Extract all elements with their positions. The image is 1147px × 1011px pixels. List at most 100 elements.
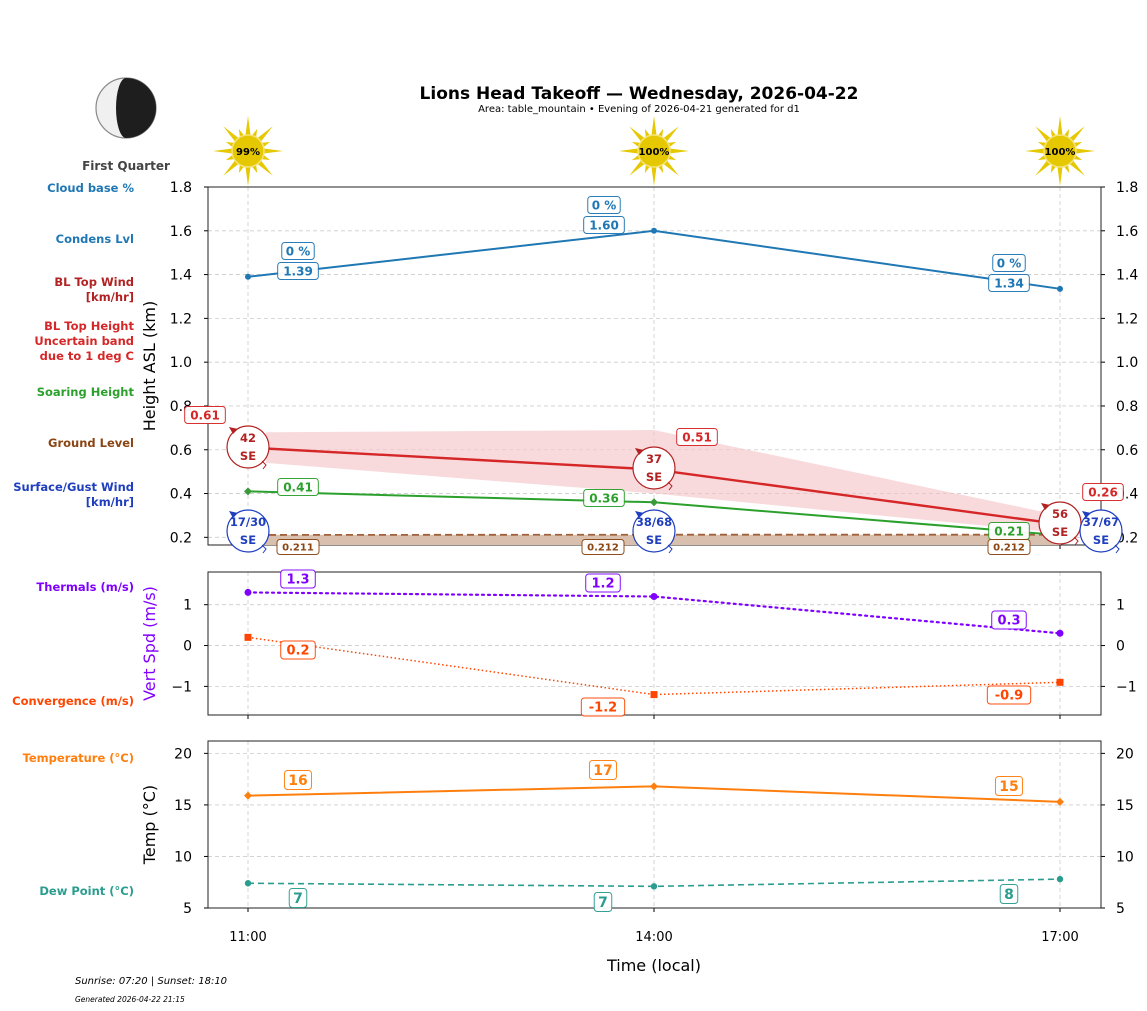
y-tick-label: 1.2 <box>170 311 192 327</box>
legend-ground: Ground Level <box>48 436 134 450</box>
bltop-wind-direction: SE <box>240 449 256 463</box>
ground-label-box <box>581 539 625 555</box>
surface-wind-direction: SE <box>646 533 662 547</box>
moon-icon <box>95 77 157 139</box>
bltop-wind-speed: 56 <box>1052 507 1068 521</box>
surface-wind-circle <box>632 509 676 553</box>
thermals-line <box>246 591 1062 635</box>
y-tick-label-right: 0 <box>1116 639 1125 655</box>
thermals-label-box <box>991 610 1027 630</box>
dew-point-label: 8 <box>1004 887 1014 903</box>
sun-percent: 99% <box>236 147 260 158</box>
y-axis-label: Vert Spd (m/s) <box>140 586 159 701</box>
dew-point-label-box <box>593 892 613 912</box>
convergence-point <box>650 691 658 699</box>
sun-ray <box>651 164 657 186</box>
legend-surface-wind: Surface/Gust Wind <box>13 480 134 494</box>
legend-bltop: due to 1 deg C <box>40 349 134 363</box>
bltop-wind-arrow-icon <box>1041 503 1050 510</box>
y-tick-label-right: 5 <box>1116 901 1125 917</box>
generated-time: Generated 2026-04-22 21:15 <box>75 995 185 1004</box>
surface-wind-circle <box>226 509 270 553</box>
condens-label-box <box>583 216 625 234</box>
thermals-label: 1.2 <box>591 577 614 592</box>
x-axis-label: Time (local) <box>606 956 701 975</box>
sun-ray <box>1067 126 1085 144</box>
convergence-label-box <box>580 697 626 717</box>
thermals-point <box>650 593 658 601</box>
legend-surface-wind: [km/hr] <box>86 495 134 509</box>
ground-label: 0.212 <box>993 543 1025 554</box>
sun-ray <box>667 148 689 154</box>
dew-point-line <box>247 878 1061 888</box>
surface-wind-arrow-icon <box>229 511 238 518</box>
moon-phase: First Quarter <box>82 159 170 173</box>
legend-bltop-wind: BL Top Wind <box>54 275 134 289</box>
y-tick-label: 1.8 <box>170 180 192 196</box>
surface-wind-direction: SE <box>1093 533 1109 547</box>
bltop-wind-direction: SE <box>1052 525 1068 539</box>
legend-bltop: BL Top Height <box>44 319 134 333</box>
sun-ray <box>213 148 235 154</box>
y-tick-label-right: −1 <box>1116 679 1137 695</box>
y-tick-label-right: 0.6 <box>1116 443 1138 459</box>
y-tick-label: 0 <box>183 639 192 655</box>
sun-ray <box>1035 158 1053 176</box>
sun-icon <box>213 116 283 186</box>
sun-ray <box>223 126 241 144</box>
y-tick-label-right: 0.8 <box>1116 399 1138 415</box>
bltop-wind-speed: 42 <box>240 431 256 445</box>
convergence-label: -1.2 <box>589 701 617 716</box>
y-tick-label-right: 1.0 <box>1116 355 1138 371</box>
legend-bltop: Uncertain band <box>34 334 134 348</box>
sun-ray <box>651 116 657 138</box>
soaring-label: 0.41 <box>283 480 313 494</box>
condens-level-point <box>245 273 251 280</box>
y-tick-label: 0.6 <box>170 443 192 459</box>
ground-label: 0.211 <box>282 543 314 554</box>
sun-ray <box>245 164 251 186</box>
surface-wind-arrow-icon <box>635 511 644 518</box>
y-tick-label-right: 15 <box>1116 798 1134 814</box>
legend-soaring: Soaring Height <box>37 385 135 399</box>
convergence-label: -0.9 <box>995 689 1023 704</box>
sun-ray <box>255 158 273 176</box>
y-axis-label: Temp (°C) <box>140 785 159 865</box>
thermals-label: 1.3 <box>286 573 309 588</box>
legend-dew-point: Dew Point (°C) <box>39 884 134 898</box>
temperature-label: 17 <box>593 763 612 779</box>
temperature-point <box>650 782 658 791</box>
ground-label-box <box>987 539 1031 555</box>
soaring-height-point <box>650 498 658 507</box>
bltop-label: 0.51 <box>682 430 712 444</box>
x-tick-label: 17:00 <box>1041 930 1078 945</box>
y-tick-label-right: 1.2 <box>1116 311 1138 327</box>
y-tick-label: 0.2 <box>170 530 192 546</box>
dew-point-label-box <box>999 884 1019 904</box>
thermals-label-box <box>585 573 621 593</box>
sun-ray <box>619 148 641 154</box>
x-tick-label: 14:00 <box>635 930 672 945</box>
convergence-line <box>247 636 1061 696</box>
bltop-wind-tail-icon <box>667 481 673 491</box>
surface-wind-direction: SE <box>240 533 256 547</box>
bltop-label-box <box>184 406 226 424</box>
convergence-label: 0.2 <box>286 644 309 659</box>
temperature-point <box>1056 797 1064 806</box>
soaring-label: 0.36 <box>589 491 619 505</box>
dew-point-point <box>650 883 658 890</box>
condens-label: 1.60 <box>589 218 619 232</box>
y-tick-label: −1 <box>171 679 192 695</box>
temperature-label-box <box>588 760 618 780</box>
y-tick-label: 1 <box>183 598 192 614</box>
sun-ray <box>1067 158 1085 176</box>
y-tick-label-right: 1 <box>1116 598 1125 614</box>
sun-ray <box>629 126 647 144</box>
surface-wind-circle <box>1079 509 1123 553</box>
axes-frame <box>207 740 1102 909</box>
sun-disc <box>637 134 671 168</box>
dew-point-point <box>1056 875 1064 883</box>
temperature-label-box <box>283 770 313 790</box>
convergence-point <box>244 633 252 641</box>
